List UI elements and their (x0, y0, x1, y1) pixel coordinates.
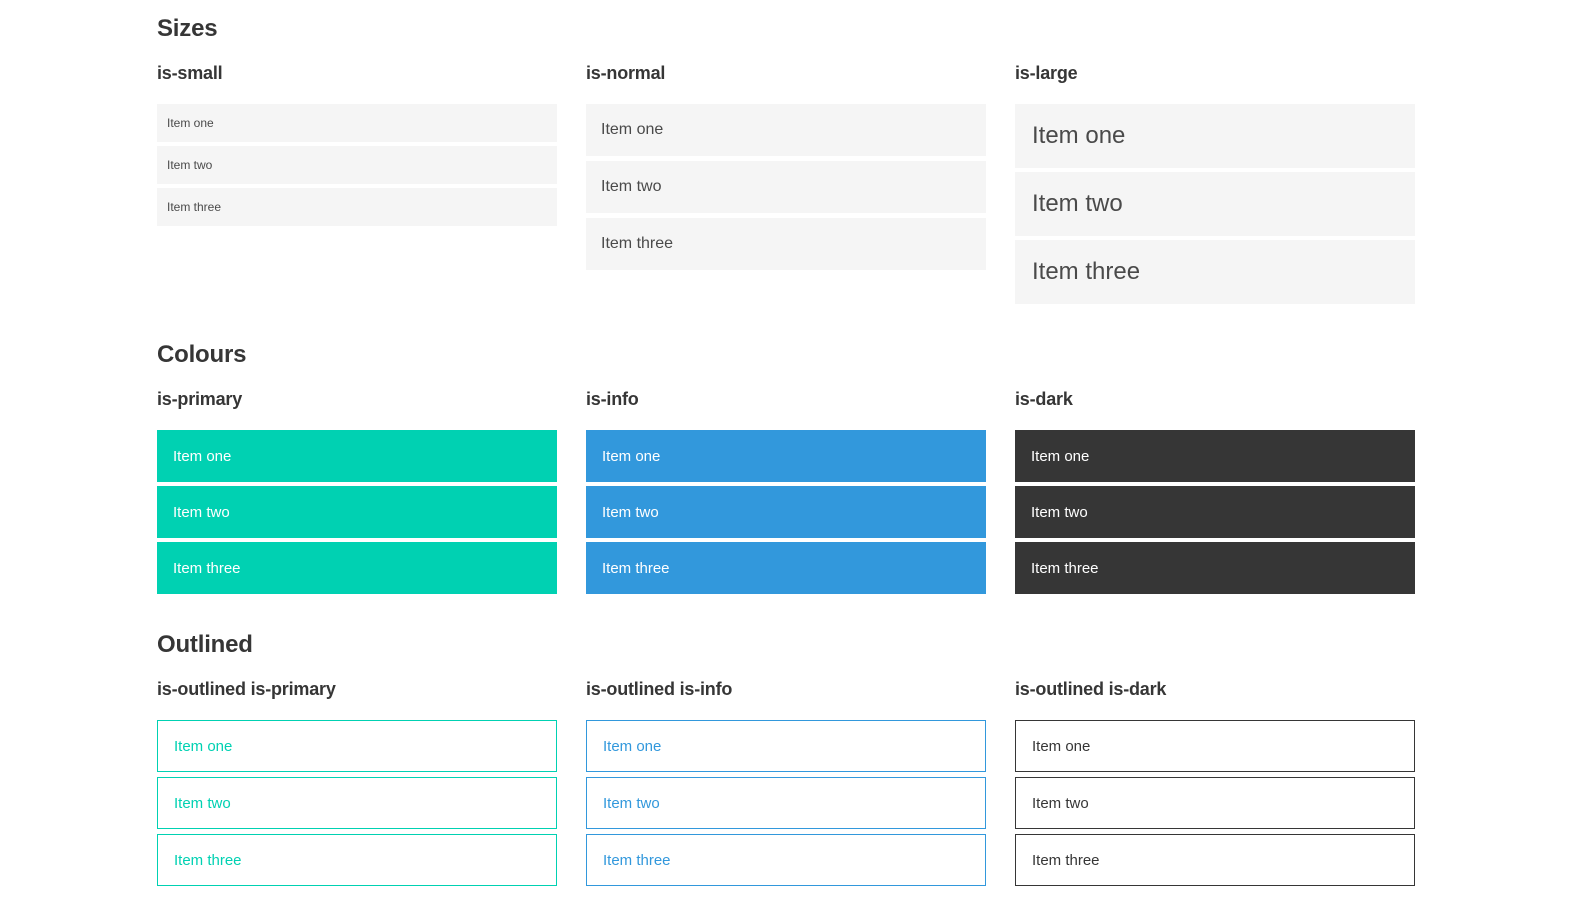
section-colours: Colours is-primary Item one Item two Ite… (157, 340, 1595, 598)
list-info: Item one Item two Item three (586, 430, 986, 594)
group-label: is-primary (157, 389, 243, 409)
list-item[interactable]: Item one (586, 430, 986, 482)
group-is-normal: is-normal Item one Item two Item three (586, 63, 986, 308)
section-title: Sizes (157, 15, 218, 42)
group-is-small: is-small Item one Item two Item three (157, 63, 557, 308)
list-outlined-info: Item one Item two Item three (586, 720, 986, 886)
list-primary: Item one Item two Item three (157, 430, 557, 594)
section-title: Colours (157, 341, 247, 368)
list-item[interactable]: Item three (1015, 834, 1415, 886)
list-normal: Item one Item two Item three (586, 104, 986, 270)
list-dark: Item one Item two Item three (1015, 430, 1415, 594)
list-item[interactable]: Item three (157, 834, 557, 886)
list-item[interactable]: Item two (586, 161, 986, 213)
list-item[interactable]: Item three (586, 218, 986, 270)
group-is-dark: is-dark Item one Item two Item three (1015, 389, 1415, 598)
list-item[interactable]: Item two (586, 777, 986, 829)
list-item[interactable]: Item one (1015, 720, 1415, 772)
list-item[interactable]: Item one (1015, 430, 1415, 482)
list-item[interactable]: Item three (1015, 542, 1415, 594)
list-item[interactable]: Item one (157, 430, 557, 482)
group-label: is-small (157, 63, 223, 83)
group-is-outlined-is-primary: is-outlined is-primary Item one Item two… (157, 679, 557, 891)
group-label: is-info (586, 389, 639, 409)
outlined-groups-row: is-outlined is-primary Item one Item two… (157, 679, 1595, 891)
list-item[interactable]: Item two (586, 486, 986, 538)
list-item[interactable]: Item one (1015, 104, 1415, 168)
list-item[interactable]: Item one (157, 720, 557, 772)
list-item[interactable]: Item three (586, 834, 986, 886)
list-outlined-primary: Item one Item two Item three (157, 720, 557, 886)
list-item[interactable]: Item two (1015, 172, 1415, 236)
sizes-groups-row: is-small Item one Item two Item three is… (157, 63, 1595, 308)
list-item[interactable]: Item two (157, 146, 557, 184)
list-item[interactable]: Item three (1015, 240, 1415, 304)
colours-groups-row: is-primary Item one Item two Item three … (157, 389, 1595, 598)
group-label: is-outlined is-info (586, 679, 733, 699)
list-item[interactable]: Item two (1015, 777, 1415, 829)
group-label: is-dark (1015, 389, 1073, 409)
group-label: is-outlined is-dark (1015, 679, 1167, 699)
list-item[interactable]: Item three (157, 542, 557, 594)
group-label: is-normal (586, 63, 666, 83)
group-is-large: is-large Item one Item two Item three (1015, 63, 1415, 308)
group-is-primary: is-primary Item one Item two Item three (157, 389, 557, 598)
list-item[interactable]: Item one (586, 104, 986, 156)
group-label: is-large (1015, 63, 1078, 83)
list-item[interactable]: Item two (157, 777, 557, 829)
section-title: Outlined (157, 631, 253, 658)
list-item[interactable]: Item three (157, 188, 557, 226)
list-item[interactable]: Item three (586, 542, 986, 594)
list-item[interactable]: Item one (586, 720, 986, 772)
list-large: Item one Item two Item three (1015, 104, 1415, 304)
group-is-outlined-is-dark: is-outlined is-dark Item one Item two It… (1015, 679, 1415, 891)
list-item[interactable]: Item one (157, 104, 557, 142)
list-outlined-dark: Item one Item two Item three (1015, 720, 1415, 886)
list-item[interactable]: Item two (157, 486, 557, 538)
group-is-info: is-info Item one Item two Item three (586, 389, 986, 598)
group-label: is-outlined is-primary (157, 679, 336, 699)
group-is-outlined-is-info: is-outlined is-info Item one Item two It… (586, 679, 986, 891)
list-small: Item one Item two Item three (157, 104, 557, 226)
section-outlined: Outlined is-outlined is-primary Item one… (157, 630, 1595, 891)
list-item[interactable]: Item two (1015, 486, 1415, 538)
section-sizes: Sizes is-small Item one Item two Item th… (157, 14, 1595, 308)
